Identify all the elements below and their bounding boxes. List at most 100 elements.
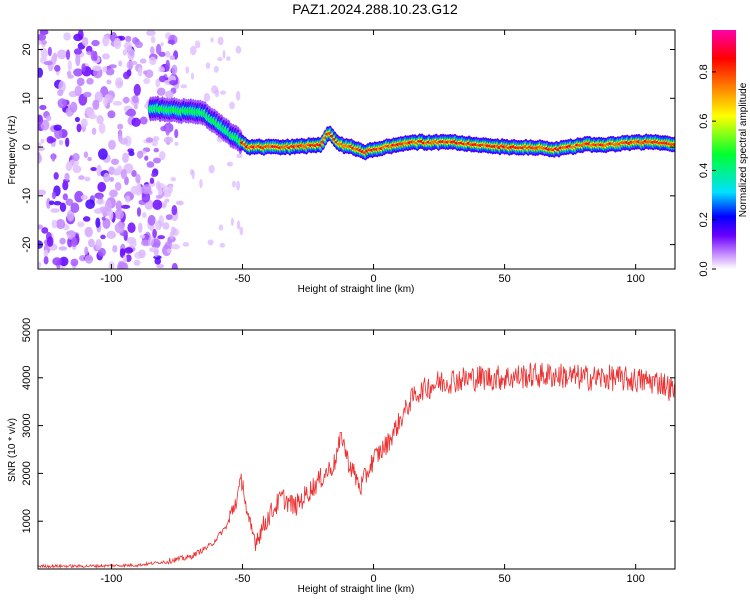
colorbar-label: Normalized spectral amplitude bbox=[738, 82, 749, 217]
noise-blob bbox=[230, 217, 234, 227]
noise-blob bbox=[114, 208, 125, 220]
noise-blob bbox=[50, 208, 60, 213]
noise-blob bbox=[73, 48, 82, 55]
noise-blob bbox=[102, 53, 110, 60]
noise-blob bbox=[122, 152, 129, 164]
noise-blob bbox=[236, 220, 241, 230]
y-tick-label: -20 bbox=[21, 237, 33, 253]
noise-blob bbox=[84, 226, 93, 238]
noise-blob bbox=[162, 222, 170, 230]
noise-blob bbox=[208, 164, 215, 174]
ridge-mark bbox=[671, 142, 675, 146]
x-tick-label: 50 bbox=[498, 573, 510, 585]
noise-blob bbox=[53, 172, 59, 180]
noise-blob bbox=[96, 199, 105, 205]
noise-blob bbox=[122, 97, 130, 104]
noise-blob bbox=[152, 228, 157, 239]
noise-blob bbox=[108, 139, 116, 150]
noise-blob bbox=[158, 75, 167, 83]
noise-blob bbox=[155, 43, 162, 55]
noise-blob bbox=[51, 191, 57, 200]
noise-blob bbox=[40, 138, 45, 144]
noise-blob bbox=[71, 236, 78, 248]
noise-blob bbox=[239, 226, 244, 236]
noise-blob bbox=[143, 70, 148, 75]
colorbar-ticks: 0.0 0.2 0.4 0.6 0.8 bbox=[698, 64, 716, 277]
colorbar-tick-label: 0.2 bbox=[698, 212, 710, 227]
noise-blob bbox=[151, 172, 157, 177]
noise-blob bbox=[38, 146, 46, 152]
x-tick-label: -50 bbox=[235, 273, 251, 285]
noise-blob bbox=[109, 176, 115, 182]
noise-blob bbox=[109, 189, 118, 198]
noise-blob bbox=[88, 238, 95, 248]
noise-blob bbox=[156, 263, 165, 269]
y-tick-label: 1000 bbox=[21, 509, 33, 533]
noise-blob bbox=[171, 64, 178, 75]
y-tick-label: 4000 bbox=[21, 366, 33, 390]
noise-blob bbox=[69, 101, 78, 113]
noise-blob bbox=[59, 237, 66, 245]
noise-blob bbox=[110, 158, 119, 165]
noise-blob bbox=[120, 169, 127, 180]
noise-blob bbox=[40, 39, 48, 45]
noise-blob bbox=[101, 216, 106, 221]
noise-blob bbox=[51, 153, 56, 162]
noise-blob bbox=[132, 94, 139, 104]
noise-blob bbox=[112, 245, 118, 253]
noise-blob bbox=[85, 199, 96, 210]
noise-blob bbox=[52, 257, 62, 266]
noise-blob bbox=[182, 242, 190, 247]
noise-blob bbox=[72, 165, 82, 174]
noise-blob bbox=[115, 200, 123, 212]
noise-blob bbox=[97, 181, 107, 193]
noise-blob bbox=[134, 41, 143, 49]
noise-blob bbox=[108, 209, 114, 221]
noise-blob bbox=[155, 220, 162, 231]
noise-blob bbox=[170, 177, 177, 182]
noise-blob bbox=[97, 247, 106, 257]
noise-blob bbox=[149, 46, 155, 55]
noise-blob bbox=[59, 202, 67, 212]
noise-blob bbox=[80, 118, 88, 128]
noise-blob bbox=[113, 38, 122, 50]
spectrogram-marks bbox=[38, 30, 675, 269]
noise-blob bbox=[133, 259, 141, 266]
noise-blob bbox=[76, 123, 82, 133]
y-tick-label: 5000 bbox=[21, 318, 33, 342]
noise-blob bbox=[90, 166, 97, 172]
noise-blob bbox=[85, 45, 93, 54]
noise-blob bbox=[123, 71, 130, 80]
x-tick-label: 50 bbox=[498, 273, 510, 285]
noise-blob bbox=[77, 221, 85, 228]
noise-blob bbox=[152, 157, 161, 164]
noise-blob bbox=[119, 137, 129, 145]
noise-blob bbox=[131, 169, 137, 178]
noise-blob bbox=[83, 91, 92, 98]
noise-blob bbox=[80, 194, 88, 201]
noise-blob bbox=[73, 68, 83, 77]
noise-blob bbox=[127, 48, 135, 61]
noise-blob bbox=[151, 139, 158, 147]
noise-blob bbox=[102, 218, 111, 229]
noise-blob bbox=[122, 49, 127, 56]
noise-blob bbox=[117, 123, 124, 130]
noise-blob bbox=[222, 49, 226, 59]
x-tick-label: -50 bbox=[235, 573, 251, 585]
noise-blob bbox=[91, 127, 97, 135]
noise-blob bbox=[165, 59, 170, 72]
noise-blob bbox=[145, 30, 156, 36]
noise-blob bbox=[90, 50, 96, 61]
noise-blob bbox=[58, 246, 68, 251]
noise-blob bbox=[156, 87, 166, 96]
noise-blob bbox=[145, 137, 154, 143]
noise-blob bbox=[84, 176, 91, 182]
noise-blob bbox=[91, 39, 100, 47]
noise-blob bbox=[152, 199, 163, 211]
noise-blob bbox=[141, 192, 151, 203]
noise-blob bbox=[130, 185, 139, 195]
noise-blob bbox=[103, 172, 111, 183]
x-tick-label: 100 bbox=[626, 273, 644, 285]
noise-blob bbox=[165, 126, 170, 136]
noise-blob bbox=[59, 256, 69, 267]
